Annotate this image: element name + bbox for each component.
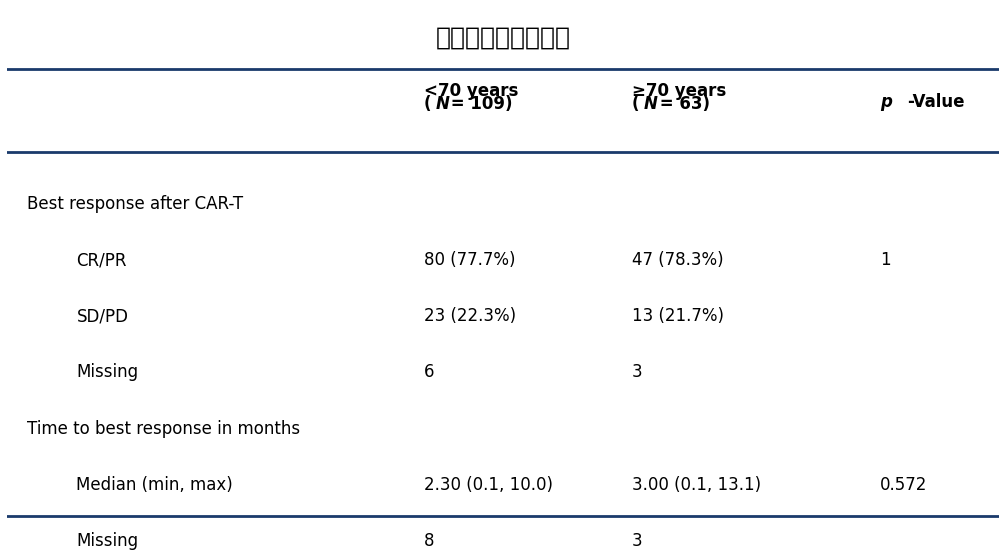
Text: 0.572: 0.572 <box>880 475 928 494</box>
Text: 2.30 (0.1, 10.0): 2.30 (0.1, 10.0) <box>424 475 552 494</box>
Text: 3: 3 <box>632 532 643 550</box>
Text: Missing: Missing <box>76 532 139 550</box>
Text: -Value: -Value <box>906 93 965 111</box>
Text: = 63): = 63) <box>654 95 710 114</box>
Text: Time to best response in months: Time to best response in months <box>27 419 300 438</box>
Text: <70 years: <70 years <box>424 83 518 100</box>
Text: 8: 8 <box>424 532 435 550</box>
Text: Median (min, max): Median (min, max) <box>76 475 233 494</box>
Text: p: p <box>880 93 892 111</box>
Text: = 109): = 109) <box>446 95 513 114</box>
Text: 23 (22.3%): 23 (22.3%) <box>424 307 516 325</box>
Text: 80 (77.7%): 80 (77.7%) <box>424 252 515 269</box>
Text: N: N <box>644 95 658 114</box>
Text: Missing: Missing <box>76 363 139 382</box>
Text: 两年龄组的缓解情况: 两年龄组的缓解情况 <box>436 26 570 50</box>
Text: Best response after CAR-T: Best response after CAR-T <box>27 195 242 213</box>
Text: 47 (78.3%): 47 (78.3%) <box>632 252 723 269</box>
Text: SD/PD: SD/PD <box>76 307 129 325</box>
Text: (: ( <box>424 95 432 114</box>
Text: 3: 3 <box>632 363 643 382</box>
Text: 1: 1 <box>880 252 890 269</box>
Text: 3.00 (0.1, 13.1): 3.00 (0.1, 13.1) <box>632 475 762 494</box>
Text: 6: 6 <box>424 363 435 382</box>
Text: ≥70 years: ≥70 years <box>632 83 726 100</box>
Text: N: N <box>436 95 450 114</box>
Text: 13 (21.7%): 13 (21.7%) <box>632 307 724 325</box>
Text: (: ( <box>632 95 640 114</box>
Text: CR/PR: CR/PR <box>76 252 127 269</box>
